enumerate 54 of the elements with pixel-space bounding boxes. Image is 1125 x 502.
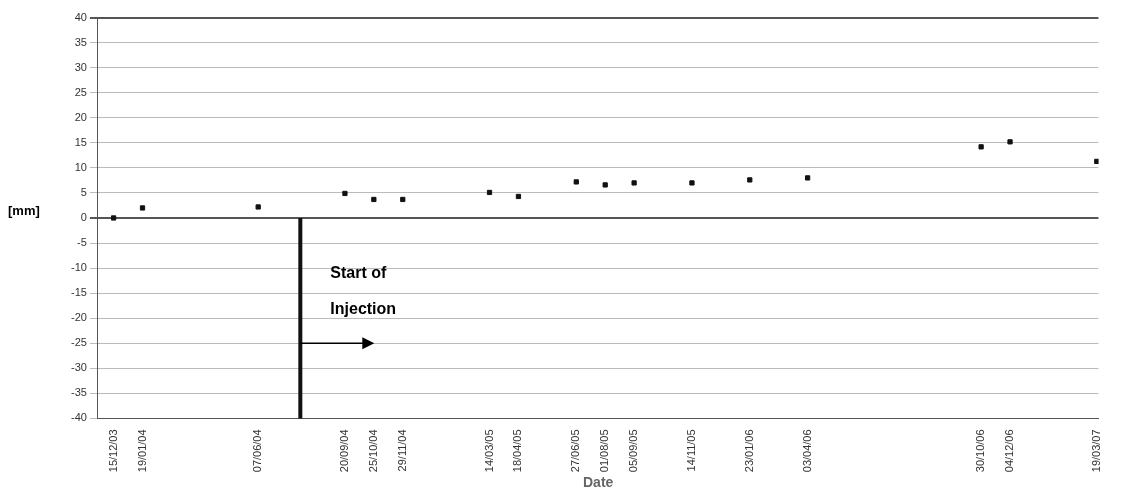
- y-tick-label: -5: [77, 236, 87, 249]
- x-tick-label: 14/03/05: [482, 429, 495, 473]
- y-tick-label: -30: [70, 361, 87, 374]
- x-tick-label: 27/06/05: [569, 429, 582, 473]
- point: [747, 177, 753, 183]
- y-tick-label: -10: [70, 261, 87, 274]
- point: [1007, 139, 1013, 145]
- point: [978, 144, 984, 150]
- y-tick-label: 30: [74, 60, 87, 73]
- point: [573, 179, 579, 185]
- x-tick-label: 14/11/05: [684, 429, 697, 472]
- y-tick-label: -20: [70, 311, 87, 324]
- y-tick-label: 0: [80, 211, 87, 224]
- point: [255, 204, 261, 210]
- x-tick-label: 04/12/06: [1003, 429, 1016, 473]
- y-tick-label: 15: [74, 135, 87, 148]
- x-tick-label: 30/10/06: [974, 429, 987, 473]
- x-tick-label: 05/09/05: [627, 429, 640, 473]
- x-tick-label: 18/04/05: [511, 429, 524, 473]
- point: [515, 193, 522, 200]
- ref-line-label: Start of Injection: [330, 263, 397, 317]
- y-tick-label: 35: [74, 35, 87, 48]
- y-tick-label: 40: [74, 10, 87, 23]
- point: [689, 180, 695, 186]
- x-tick-label: 07/06/04: [251, 429, 264, 473]
- point: [804, 175, 811, 181]
- y-tick-label: -25: [70, 336, 87, 349]
- x-tick-label: 19/01/04: [135, 429, 148, 473]
- x-tick-label: 29/11/04: [395, 429, 408, 472]
- x-tick-label: 20/09/04: [337, 429, 350, 473]
- point: [1094, 158, 1099, 164]
- point: [139, 205, 146, 211]
- y-tick-label: 20: [74, 110, 87, 123]
- y-tick-label: 25: [74, 85, 87, 98]
- y-tick-label: -35: [70, 386, 87, 399]
- point: [602, 182, 608, 188]
- x-tick-label: 15/12/03: [106, 429, 119, 473]
- y-axis-title: [mm]: [8, 202, 41, 218]
- point: [631, 180, 637, 186]
- point: [400, 196, 406, 203]
- point: [371, 196, 377, 203]
- x-tick-label: 19/03/07: [1089, 429, 1102, 473]
- x-axis-title: Date: [582, 474, 614, 491]
- y-tick-label: 5: [80, 185, 87, 198]
- y-tick-label: -40: [70, 411, 87, 424]
- point: [110, 215, 117, 221]
- y-tick-label: 10: [74, 160, 87, 173]
- x-tick-label: 23/01/06: [742, 429, 755, 473]
- x-tick-label: 25/10/04: [366, 429, 379, 473]
- y-tick-label: -15: [70, 286, 87, 299]
- point: [486, 189, 493, 196]
- x-tick-label: 01/08/05: [598, 429, 611, 473]
- point: [342, 190, 348, 197]
- x-tick-label: 03/04/06: [800, 429, 813, 473]
